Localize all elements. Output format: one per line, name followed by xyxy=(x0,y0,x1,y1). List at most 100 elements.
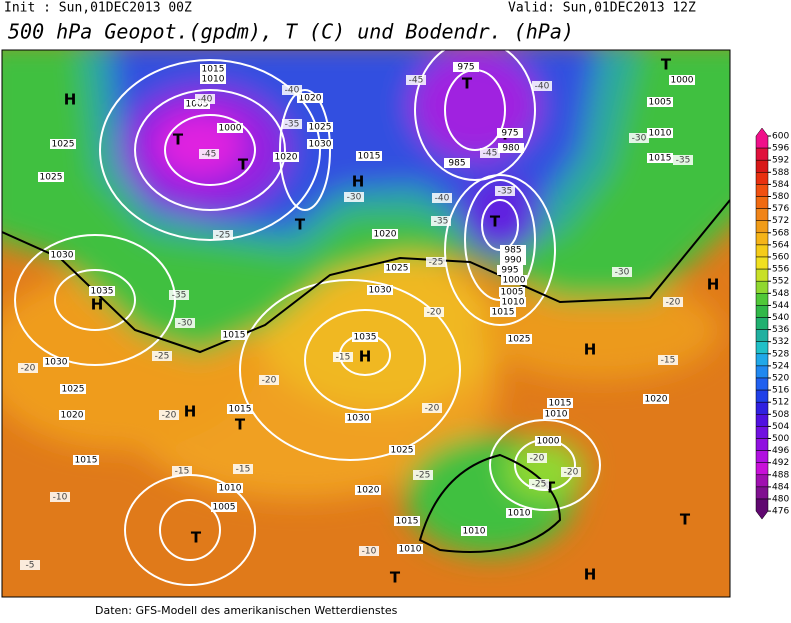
isobar-label-bg xyxy=(273,152,299,162)
isobar-label-bg xyxy=(38,172,64,182)
colorbar-segment xyxy=(755,377,769,391)
isobar-label-bg xyxy=(389,445,415,455)
pressure-center: T xyxy=(390,569,401,587)
isobar-label-bg xyxy=(89,286,115,296)
isobar-label-bg xyxy=(490,307,516,317)
temperature-label: -15 xyxy=(175,467,190,477)
colorbar-segment xyxy=(755,159,769,173)
temperature-label: -20 xyxy=(425,404,440,414)
isobar-label: 980 xyxy=(502,144,519,154)
colorbar-tick-label: 520 xyxy=(772,374,789,384)
colorbar-tick-label: 484 xyxy=(772,482,789,492)
colorbar-tick-label: 600 xyxy=(772,132,789,142)
isobar-label: 975 xyxy=(457,63,474,73)
temperature-label: -30 xyxy=(178,319,193,329)
colorbar-tick-label: 552 xyxy=(772,277,789,287)
pressure-center: T xyxy=(545,479,556,497)
temperature-label: -30 xyxy=(615,268,630,278)
isobar-label: 1030 xyxy=(45,358,68,368)
temperature-label-bg xyxy=(480,148,500,158)
colorbar-tick-label: 584 xyxy=(772,180,789,190)
isobar-label-bg xyxy=(543,409,569,419)
colorbar-segment xyxy=(755,268,769,282)
colorbar-segment xyxy=(755,486,769,500)
temperature-label-bg xyxy=(152,351,172,361)
colorbar-segment xyxy=(755,147,769,161)
temperature-label-bg xyxy=(424,307,444,317)
isobar-label-bg xyxy=(49,250,75,260)
temperature-label-bg xyxy=(169,290,189,300)
temperature-label: -30 xyxy=(347,193,362,203)
isobar-label-bg xyxy=(60,384,86,394)
isobar-label: 1030 xyxy=(309,140,332,150)
colorbar-segment xyxy=(755,426,769,439)
colorbar-tick-label: 568 xyxy=(772,228,789,238)
isobar-label-bg xyxy=(497,265,523,275)
temperature-label: -20 xyxy=(666,298,681,308)
isobar-label-bg xyxy=(499,287,525,297)
temperature-label: -5 xyxy=(26,561,35,571)
map-field xyxy=(2,50,730,597)
isobar-label: 1020 xyxy=(374,230,397,240)
isobar-label-bg xyxy=(506,508,532,518)
temperature-label-bg xyxy=(175,318,195,328)
isobar-label: 1025 xyxy=(391,446,414,456)
data-source: Daten: GFS-Modell des amerikanischen Wet… xyxy=(95,604,398,617)
temperature-label: -20 xyxy=(530,454,545,464)
colorbar-tick-label: 512 xyxy=(772,398,789,408)
colorbar-tick-label: 508 xyxy=(772,410,789,420)
colorbar-tick-label: 504 xyxy=(772,422,789,432)
colorbar-segment xyxy=(755,498,769,520)
isobar-label: 1035 xyxy=(91,287,114,297)
init-time: Init : Sun,01DEC2013 00Z xyxy=(4,1,192,16)
pressure-center: H xyxy=(184,403,197,421)
colorbar-segment xyxy=(755,474,769,488)
colorbar-tick-label: 580 xyxy=(772,192,789,202)
temperature-label: -15 xyxy=(661,356,676,366)
isobar-label: 1015 xyxy=(358,152,381,162)
colorbar-tick-label: 576 xyxy=(772,204,789,214)
colorbar-segment xyxy=(755,232,769,246)
colorbar-segment xyxy=(755,353,769,367)
temperature-label-bg xyxy=(527,453,547,463)
pressure-center: H xyxy=(64,91,77,109)
pressure-center: T xyxy=(173,131,184,149)
colorbar-tick-label: 536 xyxy=(772,325,789,335)
colorbar-segment xyxy=(755,414,769,427)
isobar-label: 1010 xyxy=(649,129,672,139)
isobar-label-bg xyxy=(647,97,673,107)
temperature-label-bg xyxy=(159,410,179,420)
temperature-label: -35 xyxy=(172,291,187,301)
isobar-label-bg xyxy=(59,410,85,420)
isobar-label: 1000 xyxy=(671,76,694,86)
temperature-label-bg xyxy=(413,470,433,480)
pressure-center: T xyxy=(462,75,473,93)
isobar-label: 995 xyxy=(501,266,518,276)
pressure-center: H xyxy=(359,348,372,366)
colorbar-segment xyxy=(755,401,769,415)
isobar-label-bg xyxy=(200,74,226,84)
isobar-label: 1000 xyxy=(219,124,242,134)
isobar-label: 1015 xyxy=(223,331,246,341)
isobar-label-bg xyxy=(643,394,669,404)
valid-time: Valid: Sun,01DEC2013 12Z xyxy=(508,1,696,16)
isobar-label: 1015 xyxy=(649,154,672,164)
temperature-label: -10 xyxy=(53,493,68,503)
colorbar-segment xyxy=(755,184,769,197)
temperature-label-bg xyxy=(561,467,581,477)
temperature-label-bg xyxy=(663,297,683,307)
pressure-center: T xyxy=(295,216,306,234)
temperature-label: -40 xyxy=(285,86,300,96)
isobar-label-bg xyxy=(345,413,371,423)
isobar-label: 1020 xyxy=(61,411,84,421)
isobar-label-bg xyxy=(221,330,247,340)
isobar-label-bg xyxy=(394,516,420,526)
temperature-label: -15 xyxy=(236,465,251,475)
colorbar-tick-label: 592 xyxy=(772,156,789,166)
isobar-label: 990 xyxy=(504,256,521,266)
isobar-label-bg xyxy=(453,62,479,72)
temperature-label-bg xyxy=(172,466,192,476)
temperature-label-bg xyxy=(673,155,693,165)
colorbar-tick-label: 528 xyxy=(772,349,789,359)
colorbar-segment xyxy=(755,450,769,463)
